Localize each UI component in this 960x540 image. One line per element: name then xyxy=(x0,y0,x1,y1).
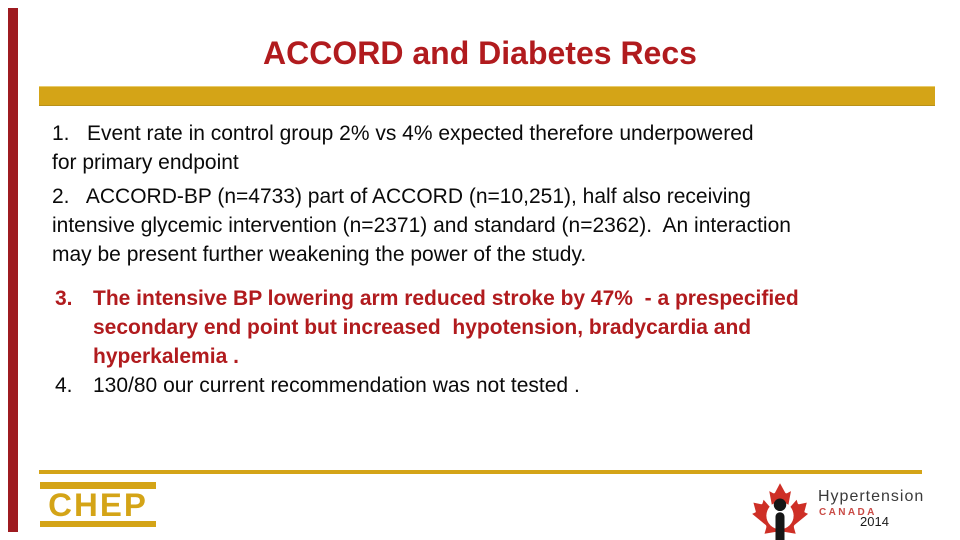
left-accent-bar xyxy=(8,8,18,532)
list-item-2: 2. ACCORD-BP (n=4733) part of ACCORD (n=… xyxy=(52,185,791,266)
slide-title: ACCORD and Diabetes Recs xyxy=(263,35,697,71)
item-number: 3. xyxy=(55,287,73,310)
item-number: 4. xyxy=(55,374,73,397)
hypertension-wordmark: Hypertension xyxy=(818,488,925,505)
footer-rule-bar xyxy=(39,470,922,474)
title-rule-bar xyxy=(39,86,935,106)
hypertension-canada-logo: Hypertension CANADA xyxy=(751,481,941,540)
chep-logo-bottom-bar xyxy=(40,521,156,527)
chep-logo: CHEP xyxy=(40,482,156,527)
chep-logo-top-bar xyxy=(40,482,156,489)
list-item-4: 4. 130/80 our current recommendation was … xyxy=(52,371,934,400)
canada-wordmark: CANADA xyxy=(819,507,877,518)
list-item-1: 1. Event rate in control group 2% vs 4% … xyxy=(52,122,754,174)
item-text: 130/80 our current recommendation was no… xyxy=(93,374,580,397)
chep-logo-label: CHEP xyxy=(48,486,148,523)
list-item-3: 3. The intensive BP lowering arm reduced … xyxy=(52,284,934,371)
maple-leaf-person-icon xyxy=(752,483,809,540)
item-text: The intensive BP lowering arm reduced st… xyxy=(93,287,799,368)
items-list: 1. Event rate in control group 2% vs 4% … xyxy=(52,119,934,400)
slide-year: 2014 xyxy=(860,514,889,529)
